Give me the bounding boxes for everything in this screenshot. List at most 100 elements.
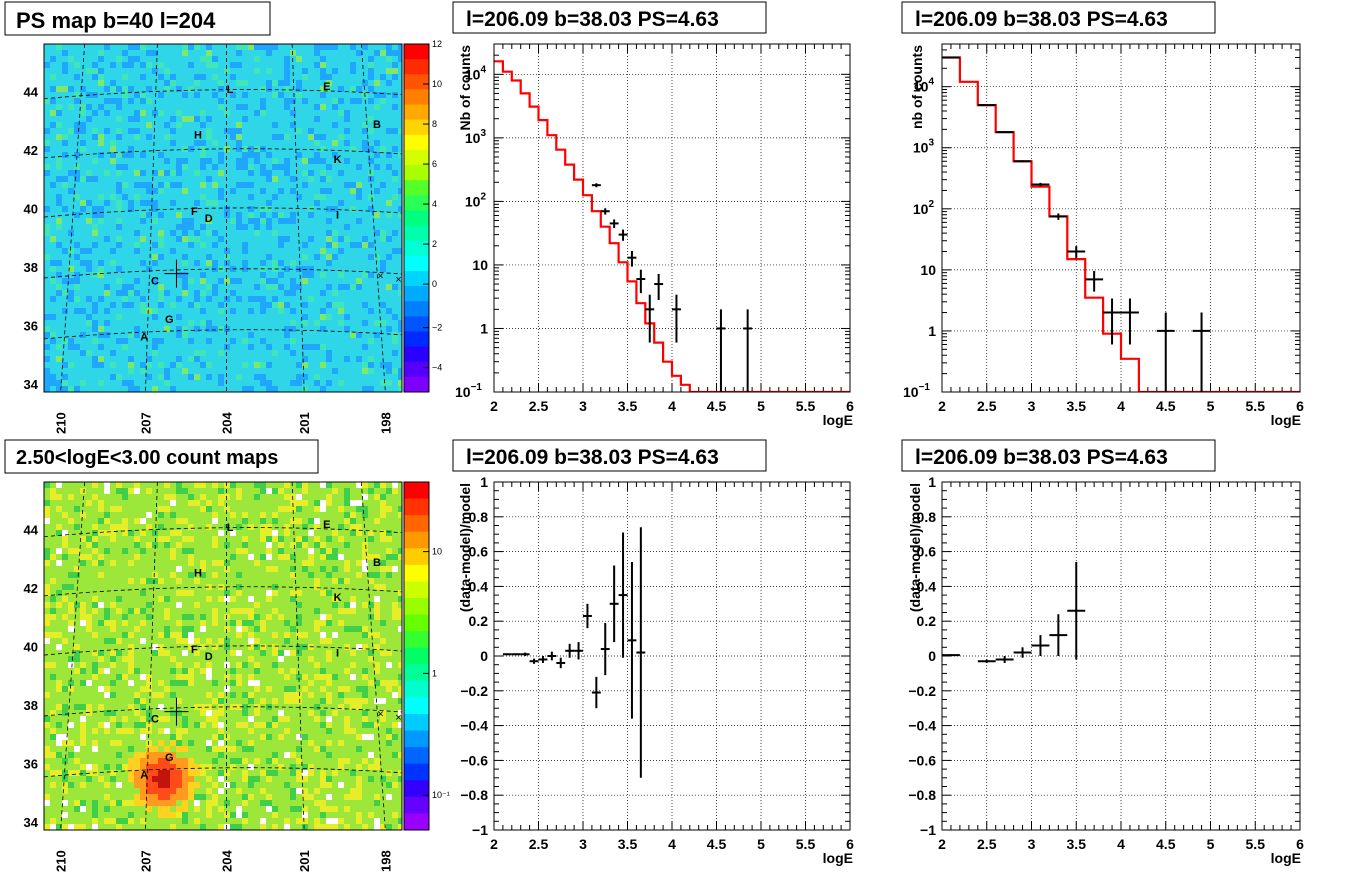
ps-map-source-label: B [373,119,381,131]
residual-left-ytick-label: −0.8 [460,787,488,803]
ps-map-colorbar-label: 10 [432,79,442,89]
ps-map-colorbar-frame [403,43,430,393]
ps-map-ytick-label: 38 [24,260,38,275]
ps-map-graticule-lat [43,268,403,279]
spectrum-left-plot: 2 2.5 3 3.5 4 4.5 5 5.5 6 10−1 1 10 102 103 104 [455,43,854,414]
ps-map-colorbar-cell [404,361,429,378]
count-map-colorbar-label: 1 [432,668,437,678]
count-map-colorbar-cell [404,664,429,682]
spectrum-left-data-point [654,273,664,301]
ps-map-colorbar-cell [404,59,429,75]
residual-left-ytick-label: 0.6 [469,544,489,560]
residual-right-xtick-label: 5.5 [1246,836,1266,852]
spectrum-right-ytick-label: 102 [913,199,935,217]
spectrum-left-ytick-label: 10−1 [455,382,482,400]
count-map-colorbar-cell [404,498,429,516]
count-map-source-label: A [140,769,148,781]
spectrum-left-ytick-label: 104 [465,64,487,82]
residual-left-title-box: l=206.09 b=38.03 PS=4.63 [452,439,767,472]
residual-left-ytick-label: −0.6 [460,752,488,768]
spectrum-left-data-point [743,309,753,392]
ps-map-xtick-label: 207 [138,412,153,434]
ps-map-colorbar-label: 6 [432,159,437,169]
count-map-graticule-lat [43,645,403,656]
residual-right-ytick-label: −0.2 [908,683,936,699]
residual-left-xtick-label: 6 [846,836,854,852]
ps-map-colorbar-cell [404,255,429,272]
residual-left-xtick-label: 2 [490,836,498,852]
count-map-xtick-label: 210 [54,850,69,872]
spectrum-left-data-point [591,183,601,188]
count-map-graticule-lon [145,481,158,831]
residual-left-xtick-label: 5.5 [796,836,816,852]
count-map-graticule-lon [60,481,86,831]
ps-map-colorbar-label: 4 [432,199,437,209]
count-map-colorbar-cell [404,564,429,582]
count-map-xtick-label: 198 [378,850,393,872]
ps-map-colorbar-cell [404,119,429,136]
residual-right-data-point [1067,562,1086,660]
ps-map-source-label: A [140,331,148,343]
residual-left-plot: 2 2.5 3 3.5 4 4.5 5 5.5 6 −1 −0.8 −0.6 −0.4 −0.2 0 0.2 0… [460,474,854,852]
ps-map-colorbar-cell [404,104,429,121]
count-map-colorbar-cell [404,714,429,732]
count-map-source-label: H [194,567,202,579]
count-map-colorbar-cell [404,780,429,798]
residual-right-xlabel: logE [1271,850,1301,866]
spectrum-right-xtick-label: 2.5 [977,398,997,414]
ps-map-colorbar-label: −4 [432,363,442,373]
residual-right-data-point [1049,614,1068,656]
residual-left-ytick-label: 0.2 [469,613,489,629]
residual-left-data-point [618,532,628,658]
count-map-colorbar-cell [404,548,429,566]
spectrum-right-title: l=206.09 b=38.03 PS=4.63 [915,8,1168,31]
spectrum-left-xtick-label: 3.5 [618,398,638,414]
residual-right-xtick-label: 4 [1117,836,1125,852]
residual-left-data-point [600,622,610,676]
residual-left-xtick-label: 3 [579,836,587,852]
count-map-colorbar-cell [404,730,429,748]
ps-map-graticule-lat [43,207,403,218]
residual-right-ytick-label: −0.4 [908,718,936,734]
ps-map-colorbar-cell [404,134,429,151]
spectrum-left-data-point [716,309,726,392]
count-map-colorbar-cell [404,747,429,765]
residual-right-ytick-label: −1 [920,822,936,838]
spectrum-left-xlabel: logE [823,412,853,428]
ps-map-colorbar-label: 0 [432,279,437,289]
count-map-ytick-label: 38 [24,698,38,713]
spectrum-left-data-point [627,250,637,267]
residual-right-ytick-label: 0 [928,648,936,664]
ps-map-xtick-label: 201 [297,412,312,434]
spectrum-right-xtick-label: 2 [938,398,946,414]
ps-map-graticule-lat [43,89,403,100]
ps-map-source-label: G [165,314,174,326]
spectrum-right-ytick-label: 103 [913,138,935,156]
residual-left-data-point [565,643,575,658]
ps-map-colorbar-label: 8 [432,119,437,129]
spectrum-left-xtick-label: 5 [757,398,765,414]
spectrum-left-data-point [609,219,619,229]
residual-left-data-point [636,527,646,778]
ps-map-colorbar-cell [404,89,429,106]
count-map-colorbar-cell [404,796,429,814]
count-map-ytick-label: 44 [24,523,39,538]
ps-map-source-label: L [227,84,234,96]
count-map-source-label: I [336,648,339,660]
ps-map-colorbar-cell [404,149,429,166]
count-map: L E B H K FD I C G A × × 44 42 40 38 36 34 210 207 204 201 198… [24,481,450,872]
residual-left-frame [493,481,851,831]
count-map-x-mark: × [395,712,401,724]
ps-map-colorbar-cell [404,225,429,242]
residual-right-ytick-label: 0.4 [917,578,937,594]
spectrum-right-data-point [1031,182,1050,187]
count-map-colorbar-cell [404,647,429,665]
count-map-source-label: C [151,714,159,726]
count-map-colorbar-cell [404,763,429,781]
ps-map-x-mark: × [395,274,401,286]
residual-left-xlabel: logE [823,850,853,866]
residual-right-data-point [995,656,1014,663]
ps-map-xtick-label: 204 [220,412,235,434]
residual-left-data-point [591,676,601,709]
